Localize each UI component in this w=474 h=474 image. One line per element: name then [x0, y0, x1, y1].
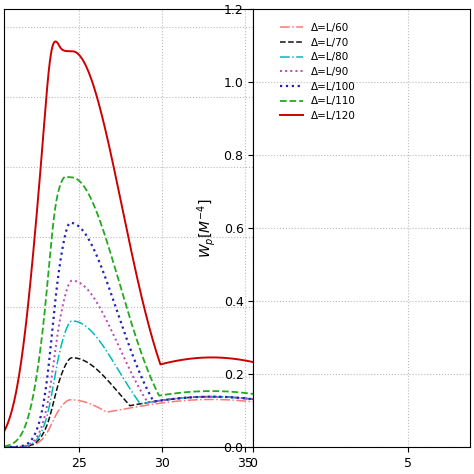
Δ=L/80	[202, 394, 208, 400]
Δ=L/70	[115, 389, 121, 395]
Δ=L/80	[115, 367, 121, 373]
Δ=L/100	[122, 332, 128, 337]
Δ=L/100	[251, 397, 257, 402]
Δ=L/110	[251, 391, 257, 397]
Δ=L/90	[122, 357, 128, 363]
Δ=L/120	[115, 185, 121, 191]
Δ=L/60	[122, 406, 128, 412]
Δ=L/110	[63, 173, 69, 179]
Line: Δ=L/60: Δ=L/60	[0, 400, 262, 447]
Δ=L/120	[251, 359, 257, 365]
Line: Δ=L/110: Δ=L/110	[0, 176, 262, 447]
Δ=L/60	[115, 407, 121, 413]
Δ=L/100	[115, 311, 121, 317]
Δ=L/110	[259, 392, 264, 398]
Δ=L/70	[202, 394, 208, 400]
Δ=L/60	[259, 400, 264, 406]
Δ=L/110	[202, 388, 208, 394]
Δ=L/100	[251, 397, 257, 402]
Δ=L/110	[7, 442, 12, 448]
Δ=L/70	[7, 444, 12, 450]
Δ=L/80	[251, 397, 257, 402]
Δ=L/60	[209, 397, 215, 402]
Line: Δ=L/120: Δ=L/120	[0, 41, 262, 442]
Δ=L/100	[7, 444, 12, 450]
Δ=L/70	[69, 355, 75, 361]
Line: Δ=L/80: Δ=L/80	[0, 321, 262, 447]
Δ=L/90	[69, 278, 75, 283]
Line: Δ=L/90: Δ=L/90	[0, 281, 262, 447]
Δ=L/80	[69, 318, 75, 324]
Δ=L/80	[251, 397, 257, 402]
Δ=L/100	[68, 220, 73, 226]
Δ=L/90	[251, 397, 257, 402]
Δ=L/120	[202, 355, 208, 360]
Δ=L/110	[115, 276, 121, 282]
Δ=L/90	[251, 397, 257, 402]
Δ=L/90	[7, 444, 12, 450]
Legend: Δ=L/60, Δ=L/70, Δ=L/80, Δ=L/90, Δ=L/100, Δ=L/110, Δ=L/120: Δ=L/60, Δ=L/70, Δ=L/80, Δ=L/90, Δ=L/100,…	[276, 19, 360, 125]
Y-axis label: $W_p[M^{-4}]$: $W_p[M^{-4}]$	[195, 198, 218, 258]
Δ=L/70	[122, 398, 128, 403]
Δ=L/60	[7, 444, 12, 450]
Δ=L/70	[251, 397, 257, 402]
Δ=L/80	[7, 444, 12, 450]
Δ=L/90	[259, 398, 264, 403]
Δ=L/120	[251, 359, 257, 365]
Δ=L/80	[259, 398, 264, 403]
Δ=L/100	[259, 398, 264, 403]
Δ=L/70	[259, 398, 264, 403]
Δ=L/80	[122, 378, 128, 384]
Line: Δ=L/100: Δ=L/100	[0, 223, 262, 447]
Δ=L/90	[115, 342, 121, 348]
Δ=L/120	[259, 361, 264, 367]
Δ=L/110	[251, 391, 257, 397]
Δ=L/110	[122, 300, 128, 305]
Δ=L/90	[202, 394, 208, 400]
Δ=L/100	[202, 394, 208, 400]
Δ=L/60	[251, 399, 257, 405]
Δ=L/70	[251, 397, 257, 402]
Δ=L/120	[53, 38, 58, 44]
Δ=L/120	[122, 219, 128, 225]
Δ=L/60	[202, 397, 208, 402]
Δ=L/120	[7, 416, 12, 421]
Δ=L/60	[251, 399, 257, 405]
Line: Δ=L/70: Δ=L/70	[0, 358, 262, 447]
